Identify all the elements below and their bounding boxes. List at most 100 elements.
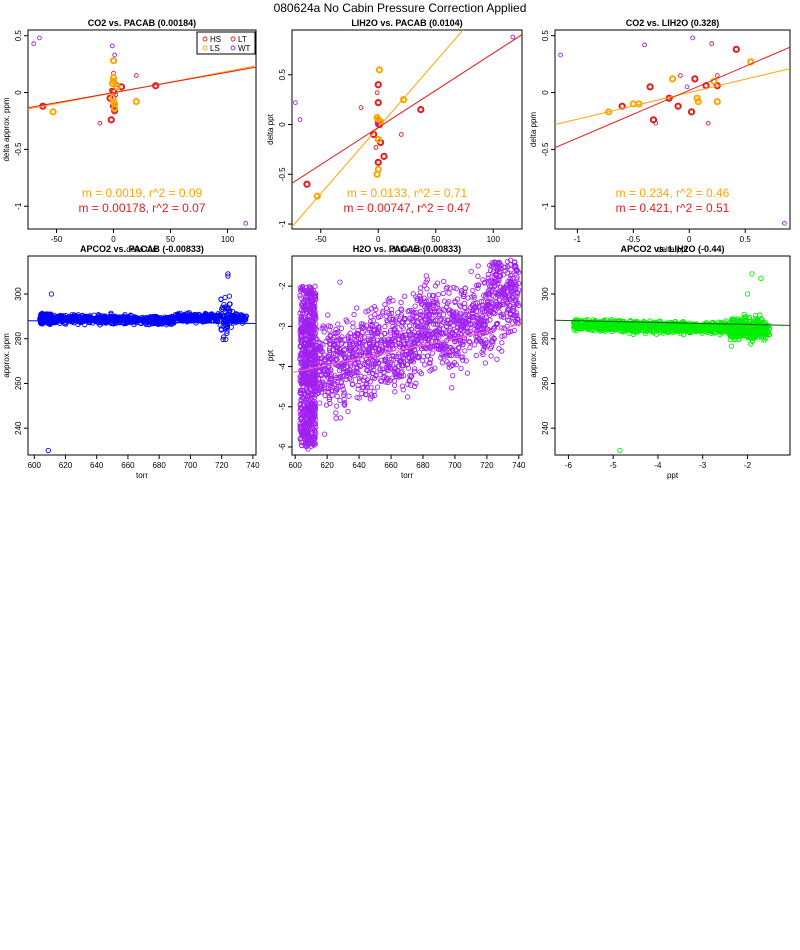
data-point xyxy=(365,337,371,344)
y-tick-label: -0.5 xyxy=(14,142,23,156)
data-point xyxy=(228,324,234,330)
data-point xyxy=(726,330,732,336)
y-tick-label: -1 xyxy=(541,202,550,210)
data-point xyxy=(184,310,191,316)
data-point xyxy=(176,316,183,323)
y-tick-label: 300 xyxy=(541,287,550,301)
data-point xyxy=(511,327,518,334)
data-point xyxy=(341,362,347,368)
data-point xyxy=(677,73,683,78)
x-tick-label: 740 xyxy=(246,461,260,470)
data-point xyxy=(489,263,495,269)
data-point xyxy=(417,298,423,305)
data-point xyxy=(387,330,393,336)
data-point xyxy=(395,310,401,316)
data-point xyxy=(400,387,406,393)
data-point xyxy=(496,346,502,352)
data-point xyxy=(445,320,451,327)
data-point xyxy=(432,321,439,327)
data-point xyxy=(387,346,393,352)
data-point xyxy=(337,279,343,285)
data-point xyxy=(303,374,309,380)
data-point xyxy=(424,277,431,283)
data-point xyxy=(687,108,696,116)
data-point xyxy=(417,106,425,114)
data-point xyxy=(301,299,307,305)
data-point xyxy=(684,328,690,334)
data-point xyxy=(343,317,349,323)
data-point xyxy=(312,347,319,353)
y-tick-label: 240 xyxy=(14,421,23,435)
data-point xyxy=(422,323,429,330)
data-point xyxy=(428,333,434,340)
x-tick-label: 50 xyxy=(166,235,175,244)
data-point xyxy=(311,440,317,446)
data-point xyxy=(470,287,476,294)
data-point xyxy=(303,180,311,188)
legend-marker xyxy=(202,45,208,51)
data-point xyxy=(317,344,324,350)
data-point xyxy=(482,360,489,366)
data-point xyxy=(475,273,481,279)
data-point xyxy=(389,306,395,313)
data-point xyxy=(494,321,500,327)
x-tick-label: 720 xyxy=(215,461,229,470)
data-point xyxy=(382,323,388,330)
data-point xyxy=(312,290,318,296)
data-point xyxy=(418,301,425,307)
data-point xyxy=(307,302,313,308)
data-point xyxy=(453,317,459,323)
data-point xyxy=(399,323,405,330)
data-point xyxy=(313,370,319,376)
data-point xyxy=(509,288,515,295)
data-point xyxy=(432,365,438,371)
data-point xyxy=(447,325,453,332)
data-point xyxy=(457,337,464,344)
data-point xyxy=(370,317,376,324)
data-point xyxy=(323,371,329,377)
data-point xyxy=(223,312,229,318)
data-point xyxy=(299,432,306,439)
data-point xyxy=(312,283,318,289)
data-point xyxy=(416,323,422,330)
data-point xyxy=(337,349,343,355)
fit-annotation: m = 0.0019, r^2 = 0.09 xyxy=(82,186,203,200)
fit-line xyxy=(292,323,522,374)
data-point xyxy=(346,345,353,351)
data-point xyxy=(452,328,459,335)
data-point xyxy=(297,420,303,427)
data-point xyxy=(334,403,340,409)
y-tick-label: 0.5 xyxy=(278,69,287,81)
data-point xyxy=(486,290,492,296)
data-point xyxy=(449,352,455,359)
x-tick-label: 700 xyxy=(184,461,198,470)
plot-area xyxy=(555,35,790,226)
data-point xyxy=(674,102,682,110)
data-point xyxy=(471,292,477,299)
data-point xyxy=(424,353,431,359)
x-tick-label: 740 xyxy=(512,461,526,470)
data-point xyxy=(427,361,433,367)
data-point xyxy=(374,384,381,390)
data-point xyxy=(415,354,422,360)
data-point xyxy=(316,379,322,385)
data-point xyxy=(300,371,306,377)
data-point xyxy=(412,303,418,309)
data-point xyxy=(505,317,511,323)
data-point xyxy=(506,329,512,335)
data-point xyxy=(393,365,399,371)
data-point xyxy=(458,290,464,296)
data-point xyxy=(398,373,405,380)
data-point xyxy=(475,263,481,269)
data-point xyxy=(515,300,521,306)
data-point xyxy=(298,295,304,301)
data-point xyxy=(310,287,316,294)
data-point xyxy=(233,314,239,320)
data-point xyxy=(345,333,351,339)
data-point xyxy=(372,312,378,318)
data-point xyxy=(498,313,504,320)
data-point xyxy=(304,351,311,358)
data-point xyxy=(426,318,432,325)
data-point xyxy=(325,389,331,395)
x-axis-label: delta ppt xyxy=(657,245,688,254)
